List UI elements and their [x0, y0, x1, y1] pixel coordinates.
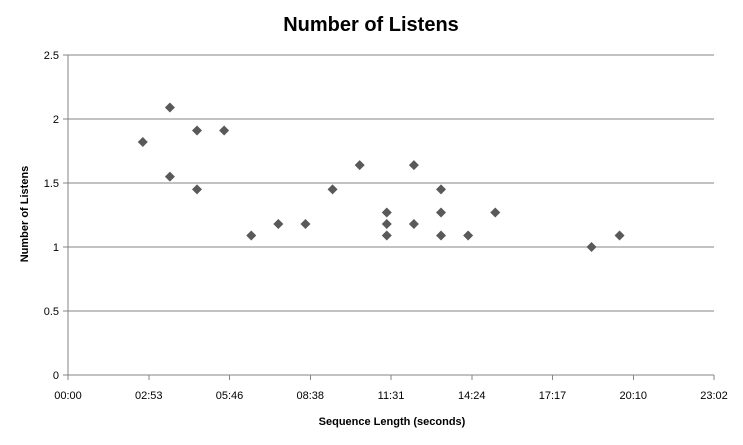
chart-title: Number of Listens	[283, 14, 459, 36]
y-tick-label: 0	[53, 370, 59, 382]
x-tick-label: 08:38	[296, 390, 324, 402]
y-tick-label: 1.5	[44, 178, 59, 190]
data-point	[614, 230, 625, 241]
y-tick-label: 2.5	[44, 50, 59, 62]
data-point	[381, 230, 392, 241]
data-points	[137, 102, 625, 252]
x-tick-label: 05:46	[216, 390, 244, 402]
data-point	[586, 242, 597, 252]
data-point	[192, 125, 203, 136]
data-point	[300, 218, 311, 229]
data-point	[436, 230, 447, 241]
data-point	[381, 218, 392, 229]
y-tick-label: 2	[53, 114, 59, 126]
x-axis-tick-labels: 00:00 02:53 05:46 08:38 11:31 14:24 17:17 20:10…	[54, 390, 728, 402]
data-point	[408, 218, 419, 229]
data-point	[408, 160, 419, 171]
data-point	[137, 137, 148, 148]
x-tick-label: 17:17	[539, 390, 567, 402]
y-axis-title: Number of Listens	[19, 166, 31, 263]
data-point	[219, 125, 230, 136]
data-point	[192, 184, 203, 195]
x-tick-label: 00:00	[54, 390, 82, 402]
y-axis-tick-labels: 0 0.5 1 1.5 2 2.5	[44, 50, 59, 382]
data-point	[490, 207, 501, 218]
data-point	[273, 218, 284, 229]
x-tick-label: 02:53	[135, 390, 163, 402]
data-point	[381, 207, 392, 218]
data-point	[436, 207, 447, 218]
data-point	[327, 184, 338, 195]
data-point	[164, 171, 175, 182]
data-point	[246, 230, 257, 241]
data-point	[436, 184, 447, 195]
y-tick-label: 1	[53, 242, 59, 254]
data-point	[463, 230, 474, 241]
x-tick-label: 20:10	[619, 390, 647, 402]
x-tick-label: 11:31	[378, 390, 405, 402]
x-axis-title: Sequence Length (seconds)	[319, 416, 466, 428]
x-tick-label: 14:24	[458, 390, 486, 402]
x-tick-label: 23:02	[700, 390, 728, 402]
data-point	[354, 160, 365, 171]
gridlines	[68, 54, 714, 312]
data-point	[164, 102, 175, 113]
axes	[63, 54, 715, 380]
y-tick-label: 0.5	[44, 306, 59, 318]
